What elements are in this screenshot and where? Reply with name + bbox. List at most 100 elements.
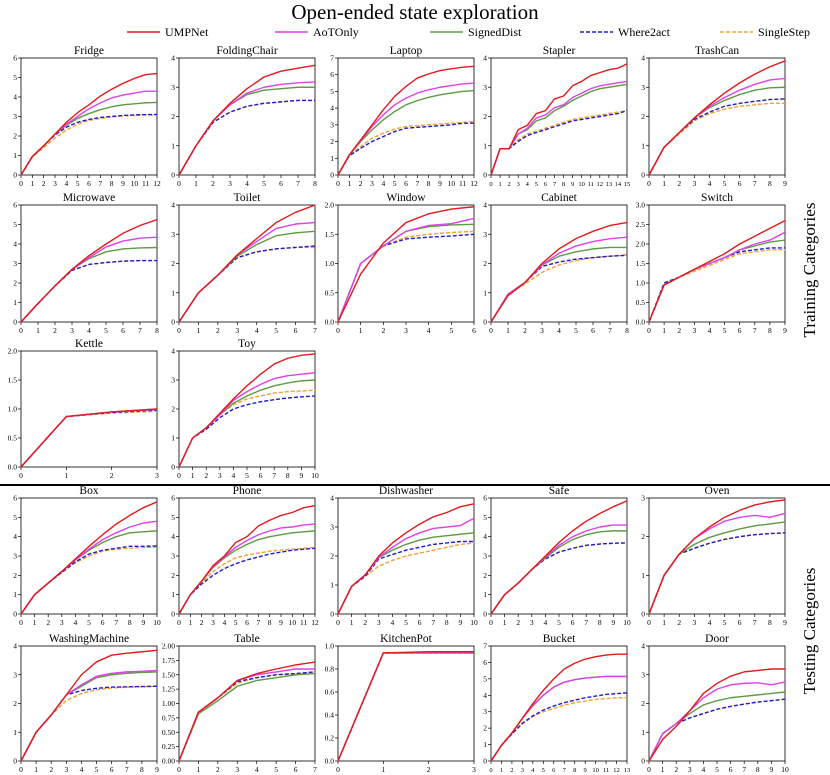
x-tick-label: 10 — [448, 179, 456, 188]
y-tick-label: 3 — [171, 376, 175, 385]
y-tick-label: 0 — [171, 318, 175, 327]
plot-frame — [490, 497, 628, 615]
y-tick-label: 1 — [171, 288, 175, 297]
y-tick-label: 0.5 — [636, 298, 646, 307]
x-tick-label: 0 — [19, 179, 23, 188]
x-tick-label: 6 — [87, 179, 91, 188]
x-tick-label: 9 — [279, 618, 283, 627]
x-tick-label: 5 — [274, 326, 278, 335]
y-tick-label: 6 — [13, 494, 17, 503]
series-line-where2act — [178, 395, 316, 468]
y-tick-label: 1 — [483, 288, 487, 297]
series-line-signed-dist — [178, 672, 316, 762]
y-tick-label: 1 — [13, 590, 17, 599]
x-tick-label: 3 — [377, 618, 381, 627]
series-line-umpnet — [20, 501, 158, 615]
y-tick-label: 3 — [330, 523, 334, 532]
legend-item-single-step: SingleStep — [720, 25, 810, 39]
series-line-where2act — [337, 540, 474, 615]
x-tick-label: 2 — [204, 471, 208, 480]
x-tick-label: 4 — [87, 326, 91, 335]
x-tick-label: 0 — [336, 179, 340, 188]
x-tick-label: 9 — [571, 181, 574, 188]
series-line-signed-dist — [178, 230, 316, 323]
y-tick-label: 1 — [641, 728, 645, 737]
chart-title: Door — [705, 633, 729, 645]
x-tick-label: 12 — [613, 767, 620, 774]
x-tick-label: 4 — [80, 765, 84, 774]
y-tick-label: 4 — [641, 642, 645, 651]
series-line-single-step — [178, 246, 315, 323]
y-tick-label: 1 — [330, 581, 334, 590]
x-tick-label: 2 — [508, 181, 511, 188]
y-tick-label: 2 — [171, 112, 175, 121]
y-tick-label: 5 — [483, 513, 487, 522]
x-tick-label: 1 — [350, 618, 354, 627]
series-line-signed-dist — [20, 408, 158, 468]
x-tick-label: 3 — [472, 765, 476, 774]
x-tick-label: 4 — [74, 618, 78, 627]
x-tick-label: 3 — [218, 471, 222, 480]
y-tick-label: 5 — [13, 513, 17, 522]
y-tick-label: 0 — [13, 757, 17, 766]
series-line-where2act — [178, 99, 315, 176]
series-line-single-step — [20, 259, 157, 323]
x-tick-label: 1 — [347, 179, 351, 188]
y-tick-label: 0 — [641, 610, 645, 619]
y-tick-label: 4 — [171, 201, 175, 210]
y-tick-label: 5 — [171, 513, 175, 522]
plot-frame — [178, 350, 316, 468]
x-tick-label: 5 — [535, 181, 538, 188]
x-tick-label: 7 — [431, 618, 435, 627]
x-tick-label: 4 — [222, 618, 226, 627]
x-tick-label: 11 — [142, 179, 149, 188]
x-tick-label: 6 — [738, 326, 742, 335]
x-tick-label: 6 — [738, 179, 742, 188]
series-line-umpnet — [20, 649, 158, 762]
x-tick-label: 8 — [155, 326, 159, 335]
y-tick-label: 2 — [13, 571, 17, 580]
y-tick-label: 2.5 — [636, 220, 646, 229]
y-tick-label: 6 — [13, 201, 17, 210]
series-line-where2act — [20, 113, 157, 176]
chart-title: Toilet — [234, 192, 261, 204]
plot-frame — [178, 57, 316, 176]
x-tick-label: 0 — [177, 471, 181, 480]
x-tick-label: 0 — [336, 618, 340, 627]
y-tick-label: 2 — [483, 724, 487, 733]
x-tick-label: 8 — [313, 179, 317, 188]
series-line-ao-tonly — [648, 231, 786, 323]
y-tick-label: 1.25 — [162, 685, 175, 694]
series-line-signed-dist — [20, 530, 158, 615]
x-tick-label: 5 — [262, 179, 266, 188]
x-tick-label: 7 — [753, 179, 757, 188]
x-tick-label: 9 — [783, 326, 787, 335]
series-line-single-step — [20, 546, 157, 615]
x-tick-label: 7 — [742, 765, 746, 774]
y-tick-label: 3 — [330, 120, 334, 129]
x-tick-label: 5 — [723, 618, 727, 627]
y-tick-label: 3 — [13, 552, 17, 561]
x-tick-label: 8 — [768, 618, 772, 627]
x-tick-label: 2 — [359, 179, 363, 188]
series-line-signed-dist — [648, 239, 786, 323]
x-tick-label: 8 — [756, 765, 760, 774]
x-tick-label: 0 — [489, 767, 492, 774]
x-tick-label: 0 — [336, 765, 340, 774]
x-tick-label: 8 — [110, 179, 114, 188]
y-tick-label: 1.0 — [8, 405, 18, 414]
x-tick-label: 7 — [296, 179, 300, 188]
chart-trash-can: TrashCan 0 1 2 3 4 5 6 7 8 9 0 1 2 3 4 — [641, 45, 787, 188]
x-tick-label: 2 — [677, 179, 681, 188]
y-tick-label: 0.0 — [636, 318, 646, 327]
x-tick-label: 0 — [647, 179, 651, 188]
x-tick-label: 1 — [64, 471, 68, 480]
x-tick-label: 11 — [588, 181, 594, 188]
y-tick-label: 0.5 — [325, 288, 335, 297]
x-tick-label: 1 — [36, 326, 40, 335]
y-tick-label: 0 — [330, 171, 334, 180]
figure-title: Open-ended state exploration — [291, 0, 539, 24]
x-tick-label: 6 — [472, 326, 476, 335]
